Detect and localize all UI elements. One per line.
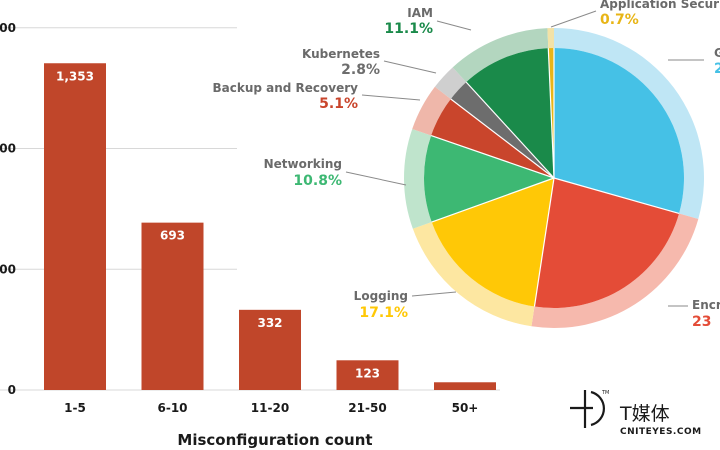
bar-value-label: 332 [257, 316, 282, 330]
pie-label-percent: 5.1% [319, 96, 358, 112]
bar-6-10 [141, 222, 204, 390]
pie-label-name: Kubernetes [302, 47, 380, 61]
pie-label-name: Logging [354, 289, 408, 303]
pie-label-name: IAM [407, 6, 433, 20]
pie-label-percent: 0.7% [600, 12, 639, 28]
pie-ring-logging [412, 222, 535, 327]
pie-label-name: Application Security [600, 0, 720, 11]
bar-1-5 [44, 63, 106, 391]
pie-ring-kubernetes [434, 67, 467, 99]
pie-leader-line [383, 60, 437, 74]
logo-chinese-text: T媒体 [619, 403, 670, 425]
pie-ring-iam [452, 28, 549, 83]
bar-value-label: 1,353 [56, 69, 94, 83]
bar-21-50 [336, 360, 399, 390]
logo-english-text: CNITEYES.COM [620, 427, 702, 437]
pie-separator [431, 177, 555, 223]
pie-label-percent: 11.1% [384, 21, 433, 37]
bar-value-label: 32 [457, 366, 474, 380]
bar-series: 1,353 693 332 123 32 [44, 63, 496, 391]
bar-y-tick-labels: 0000000000 [0, 21, 16, 397]
bar-y-tick-label: 0 [8, 383, 16, 397]
pie-separator [533, 177, 555, 307]
pie-leader-lines [345, 10, 704, 307]
pie-leader-line [436, 20, 472, 31]
pie-label-name: Backup and Recovery [213, 81, 359, 95]
pie-slice-iam [466, 48, 554, 178]
pie-slice-kubernetes [450, 82, 554, 178]
bar-x-tick-label: 21-50 [348, 401, 386, 415]
logo-mark-icon: TM [570, 390, 609, 428]
pie-leader-line [411, 291, 457, 297]
pie-label-percent: 23 [692, 314, 711, 330]
bar-y-tick-label: 000 [0, 262, 16, 276]
bar-x-tick-label: 11-20 [251, 401, 289, 415]
pie-label-percent: 2.8% [341, 62, 380, 78]
svg-text:TM: TM [601, 390, 609, 396]
pie-leader-line [550, 10, 597, 28]
pie-separator [547, 48, 555, 179]
pie-ring-networking [404, 128, 432, 229]
bar-value-label: 123 [355, 366, 380, 380]
bar-x-tick-label: 6-10 [157, 401, 187, 415]
pie-label-name: Networking [264, 157, 342, 171]
pie-separator [430, 134, 555, 179]
bar-y-tick-label: 000 [0, 142, 16, 156]
pie-separator [465, 81, 555, 179]
pie-label-percent: 17.1% [359, 305, 408, 321]
pie-chart [404, 28, 705, 328]
pie-labels: G2 Encr 23 Logging 17.1% Networking 10.8% Backu… [213, 0, 720, 330]
bar-x-tick-labels: 1-5 6-10 11-20 21-50 50+ [64, 401, 478, 415]
bar-x-tick-label: 50+ [452, 401, 479, 415]
bar-y-tick-label: 000 [0, 21, 16, 35]
bar-x-axis-title: Misconfiguration count [177, 431, 372, 449]
pie-slice-backup-and-recovery [431, 98, 554, 178]
pie-slice-logging [431, 178, 554, 307]
bar-50+ [434, 382, 496, 390]
cniteyes-logo: TM T媒体 CNITEYES.COM [570, 390, 702, 437]
pie-separator [553, 177, 680, 215]
pie-label-name: Encr [692, 298, 720, 312]
pie-separator [450, 98, 555, 179]
bar-11-20 [239, 309, 301, 390]
pie-label-percent: 10.8% [293, 173, 342, 189]
pie-leader-line [345, 171, 407, 186]
bar-x-tick-label: 1-5 [64, 401, 86, 415]
pie-slice-networking [424, 135, 554, 223]
pie-ring-application-security [547, 28, 554, 49]
pie-leader-line [361, 94, 421, 101]
pie-label-percent: 2 [714, 61, 720, 77]
pie-slice-encryption [534, 178, 680, 308]
pie-ring-encryption [531, 213, 699, 328]
bar-value-label: 693 [160, 229, 185, 243]
pie-slice-governance [554, 48, 684, 214]
pie-ring-backup-and-recovery [412, 86, 451, 136]
pie-label-name: G [714, 46, 720, 60]
pie-ring-governance [554, 28, 705, 219]
